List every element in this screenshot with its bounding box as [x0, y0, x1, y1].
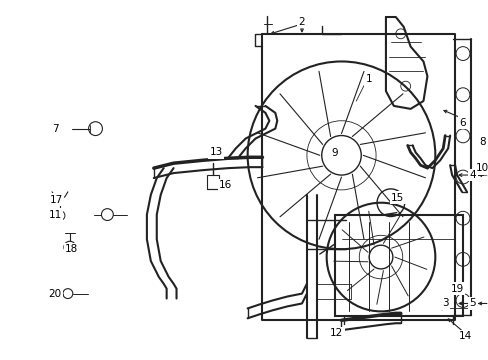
Text: 20: 20: [48, 289, 61, 298]
Bar: [207, 175, 219, 189]
Text: 11: 11: [48, 210, 61, 220]
Text: 12: 12: [329, 328, 343, 338]
Bar: [334, 215, 462, 316]
Text: 4: 4: [468, 170, 475, 180]
Text: 18: 18: [65, 244, 78, 254]
Text: 1: 1: [365, 74, 372, 84]
Text: 10: 10: [475, 163, 488, 173]
Text: 7: 7: [52, 123, 58, 134]
Text: 3: 3: [441, 298, 447, 309]
Text: 8: 8: [478, 138, 485, 148]
Text: 17: 17: [49, 195, 62, 205]
Text: 13: 13: [209, 147, 222, 157]
Text: 5: 5: [468, 298, 475, 309]
Text: 16: 16: [219, 180, 232, 190]
Text: 9: 9: [330, 148, 337, 158]
Text: 14: 14: [457, 331, 470, 341]
Text: 2: 2: [298, 17, 305, 27]
Text: 6: 6: [459, 118, 466, 128]
Text: 15: 15: [390, 193, 404, 203]
Text: 19: 19: [449, 284, 463, 294]
